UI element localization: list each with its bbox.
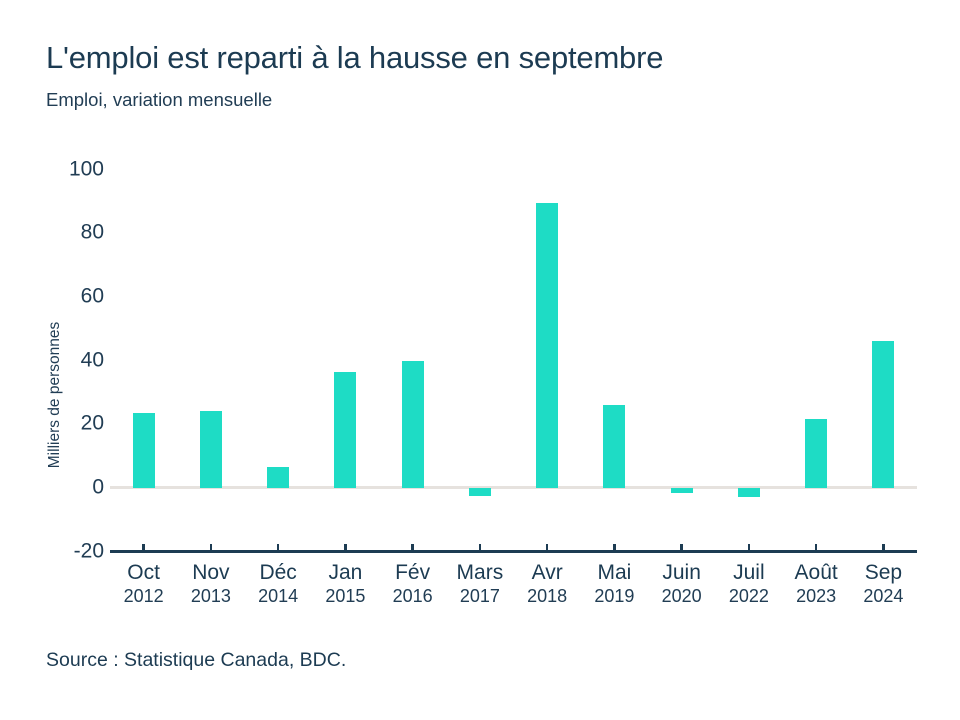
x-tick-mark <box>747 544 751 553</box>
x-tick-label-month: Nov <box>192 561 230 584</box>
bar <box>334 371 357 488</box>
x-tick-label-month: Oct <box>127 561 160 584</box>
bar <box>536 202 559 488</box>
x-tick-label-month: Août <box>794 561 838 584</box>
y-tick-label: -20 <box>73 538 104 562</box>
bar <box>199 411 222 488</box>
y-tick-label: 60 <box>80 284 104 308</box>
x-tick-mark <box>411 544 414 553</box>
chart-title: L'emploi est reparti à la hausse en sept… <box>46 40 664 75</box>
x-tick-mark <box>545 544 549 553</box>
x-tick-mark <box>276 544 280 553</box>
x-tick-mark <box>209 544 213 553</box>
x-tick-mark <box>142 544 145 553</box>
x-tick-label-month: Avr <box>531 561 563 584</box>
chart-subtitle: Emploi, variation mensuelle <box>46 89 273 110</box>
x-tick-label-year: 2013 <box>190 586 231 606</box>
bar <box>603 405 626 488</box>
x-tick-label-month: Juil <box>733 561 765 584</box>
x-tick-mark <box>613 544 616 553</box>
x-tick-label-year: 2014 <box>258 586 299 606</box>
y-tick-label: 100 <box>68 156 104 180</box>
bar <box>805 419 828 488</box>
x-tick-label-year: 2019 <box>594 586 635 606</box>
x-tick-label-month: Fév <box>395 561 431 584</box>
source-note: Source : Statistique Canada, BDC. <box>46 649 347 671</box>
bar <box>670 487 693 493</box>
zero-gridline <box>110 486 917 490</box>
bar <box>872 341 895 488</box>
x-tick-label-month: Juin <box>662 561 701 584</box>
bar <box>132 413 155 488</box>
bar <box>737 487 760 498</box>
y-tick-label: 0 <box>92 475 104 499</box>
x-tick-label-month: Mars <box>456 561 504 584</box>
y-tick-label: 80 <box>80 220 104 244</box>
x-tick-mark <box>478 544 482 553</box>
x-tick-label-year: 2024 <box>863 586 904 606</box>
x-tick-label-month: Mai <box>597 561 632 584</box>
x-tick-label-year: 2015 <box>325 586 366 606</box>
x-tick-mark <box>680 544 683 553</box>
x-axis-line <box>110 549 917 554</box>
x-tick-label-month: Jan <box>328 561 363 584</box>
x-tick-label-month: Sep <box>864 561 903 584</box>
x-tick-label-year: 2012 <box>123 586 164 606</box>
x-tick-label-year: 2023 <box>796 586 837 606</box>
x-tick-label-year: 2022 <box>728 586 769 606</box>
x-tick-mark <box>344 544 347 553</box>
x-tick-label-year: 2018 <box>527 586 568 606</box>
y-tick-label: 40 <box>80 347 104 371</box>
x-tick-label-year: 2020 <box>661 586 702 606</box>
x-tick-mark <box>814 544 818 553</box>
bar <box>468 487 491 496</box>
y-tick-label: 20 <box>80 411 104 435</box>
x-tick-label-year: 2016 <box>392 586 433 606</box>
x-tick-label-year: 2017 <box>459 586 500 606</box>
x-tick-mark <box>882 544 885 553</box>
bar <box>267 467 290 488</box>
bar <box>401 360 424 488</box>
x-tick-label-month: Déc <box>259 561 297 584</box>
